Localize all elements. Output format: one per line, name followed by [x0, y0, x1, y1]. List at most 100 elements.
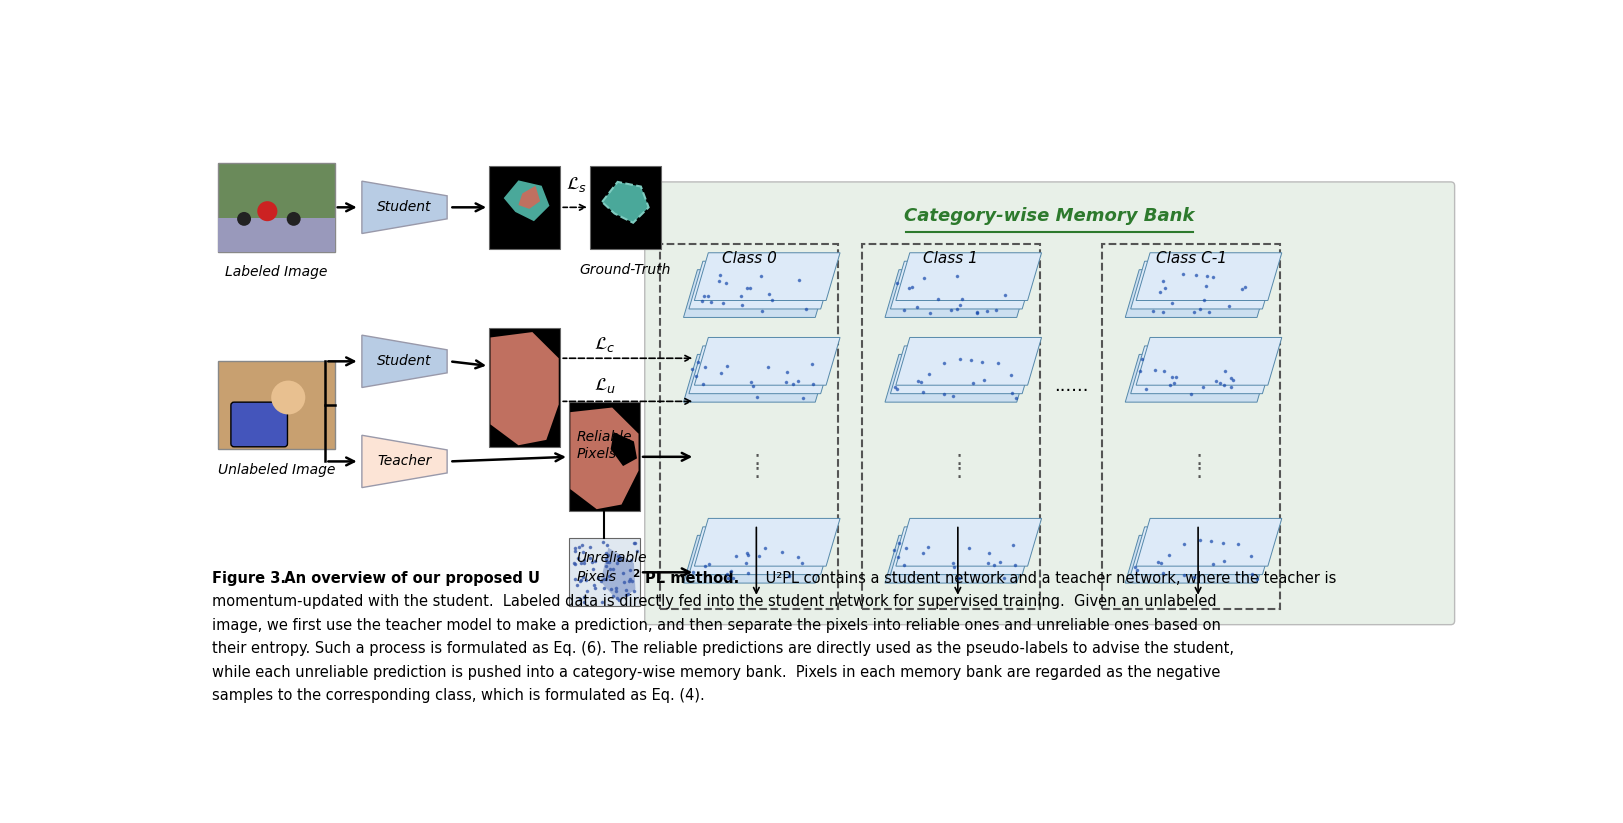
Point	[941, 560, 967, 574]
Point	[690, 378, 716, 391]
Point	[1123, 564, 1149, 577]
Point	[943, 269, 969, 282]
Point	[1199, 557, 1225, 570]
Text: Teacher: Teacher	[377, 454, 432, 468]
Point	[755, 360, 781, 374]
Point	[612, 588, 638, 602]
Point	[604, 550, 630, 563]
Point	[605, 593, 631, 607]
Point	[1190, 294, 1216, 307]
Text: $\mathcal{L}_u$: $\mathcal{L}_u$	[594, 376, 617, 396]
Point	[1162, 370, 1188, 384]
Point	[617, 573, 643, 586]
Bar	[661, 244, 837, 609]
Polygon shape	[1125, 535, 1271, 583]
Text: Class 1: Class 1	[923, 251, 977, 267]
Point	[1170, 268, 1196, 281]
Point	[565, 578, 591, 591]
Point	[1237, 549, 1263, 562]
Polygon shape	[885, 535, 1031, 583]
Point	[623, 545, 649, 558]
Point	[1170, 537, 1196, 551]
Point	[1144, 556, 1170, 569]
Point	[594, 555, 620, 568]
Point	[1224, 537, 1250, 551]
Point	[618, 554, 644, 567]
Point	[691, 560, 717, 573]
Text: Pixels: Pixels	[576, 447, 617, 461]
Point	[1141, 364, 1167, 377]
Point	[915, 541, 941, 554]
Point	[712, 277, 738, 290]
Point	[1139, 305, 1165, 318]
Point	[685, 356, 711, 369]
Point	[964, 306, 990, 319]
Point	[1186, 303, 1212, 316]
Point	[1190, 380, 1216, 393]
Point	[971, 373, 997, 386]
Point	[786, 273, 812, 286]
Text: Pixels: Pixels	[576, 570, 617, 584]
Polygon shape	[695, 518, 839, 566]
Point	[885, 551, 911, 564]
Bar	[489, 328, 560, 447]
Point	[1149, 274, 1175, 287]
Point	[948, 292, 974, 305]
Point	[799, 357, 824, 370]
Polygon shape	[1136, 518, 1281, 566]
Bar	[219, 163, 334, 252]
Point	[1243, 572, 1269, 585]
Point	[893, 542, 919, 555]
Point	[579, 562, 605, 575]
Point	[1217, 380, 1243, 393]
Text: :: :	[753, 449, 760, 469]
Point	[714, 571, 740, 584]
Point	[573, 584, 599, 597]
Point	[776, 570, 802, 583]
Text: Class 0: Class 0	[722, 251, 776, 267]
Polygon shape	[1125, 355, 1271, 402]
Bar	[489, 165, 560, 249]
Point	[786, 551, 812, 564]
Text: momentum-updated with the student.  Labeled data is directly fed into the studen: momentum-updated with the student. Label…	[213, 594, 1216, 609]
Bar	[219, 361, 334, 449]
Point	[773, 375, 799, 388]
Point	[1193, 269, 1219, 282]
Point	[975, 546, 1001, 560]
Point	[734, 548, 760, 561]
Point	[562, 573, 588, 586]
Point	[596, 570, 622, 583]
Point	[779, 378, 805, 391]
Point	[562, 545, 588, 558]
Point	[886, 537, 912, 550]
Point	[1001, 558, 1027, 571]
Point	[704, 275, 730, 288]
Point	[571, 591, 597, 604]
Point	[605, 551, 631, 564]
Point	[581, 554, 607, 567]
Point	[899, 281, 925, 294]
Point	[982, 304, 1008, 317]
Polygon shape	[1136, 337, 1281, 385]
Point	[729, 298, 755, 311]
Point	[571, 596, 597, 609]
Point	[980, 559, 1006, 572]
Point	[758, 294, 784, 307]
Polygon shape	[362, 181, 446, 234]
Point	[909, 547, 935, 560]
Point	[592, 573, 618, 586]
Polygon shape	[889, 527, 1035, 574]
Polygon shape	[688, 527, 834, 574]
Point	[719, 571, 745, 584]
Polygon shape	[896, 337, 1040, 385]
Text: Class C-1: Class C-1	[1156, 251, 1225, 267]
Point	[1157, 296, 1183, 309]
Polygon shape	[362, 335, 446, 388]
Polygon shape	[1125, 270, 1271, 318]
Point	[566, 592, 592, 605]
Point	[604, 556, 630, 570]
Point	[998, 387, 1024, 400]
Text: Figure 3.: Figure 3.	[213, 571, 286, 586]
Point	[774, 365, 800, 379]
Point	[1159, 370, 1185, 384]
